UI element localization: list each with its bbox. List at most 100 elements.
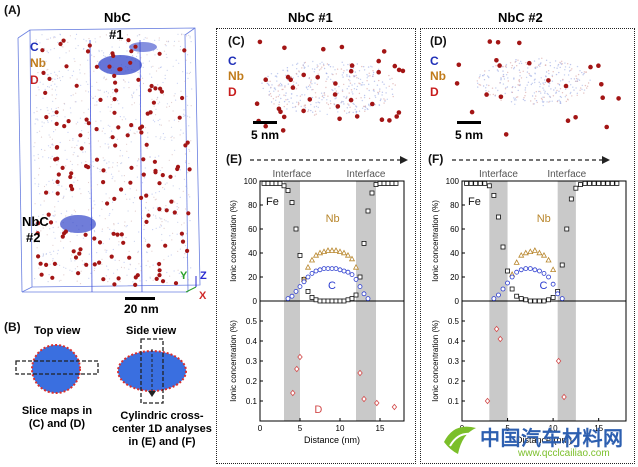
ion-dot xyxy=(281,85,283,87)
ion-dot xyxy=(324,94,326,96)
slice-map-c xyxy=(254,39,406,133)
y-tick-label: 40 xyxy=(450,249,459,258)
ion-dot xyxy=(517,89,519,92)
ion-dot xyxy=(373,80,376,82)
ion-dot xyxy=(500,99,502,101)
d-atom xyxy=(604,124,609,130)
ion-dot xyxy=(373,90,375,92)
ion-dot xyxy=(51,115,53,117)
ion-dot xyxy=(175,59,177,61)
ion-dot xyxy=(318,102,321,104)
ion-dot xyxy=(55,74,57,76)
d-series-label: D xyxy=(314,404,322,416)
ion-dot xyxy=(62,76,64,78)
ion-dot xyxy=(34,123,36,125)
y-axis-label-upper: Ionic concentration (%) xyxy=(229,200,238,282)
ion-dot xyxy=(272,98,275,100)
ion-dot xyxy=(551,74,553,76)
ion-dot xyxy=(347,103,349,105)
ion-dot xyxy=(76,155,79,157)
ion-dot xyxy=(88,209,90,211)
scale-bar-c xyxy=(253,121,277,124)
ion-dot xyxy=(76,280,78,282)
ion-dot xyxy=(310,82,312,84)
ion-dot xyxy=(53,114,56,116)
d-atom xyxy=(116,276,121,281)
d-atom xyxy=(101,168,106,173)
ion-dot xyxy=(139,72,141,75)
d-atom xyxy=(44,190,49,195)
d-atom xyxy=(76,271,81,276)
ion-dot xyxy=(131,95,133,97)
ion-dot xyxy=(516,65,518,67)
ion-dot xyxy=(170,126,173,128)
ion-dot xyxy=(270,73,273,75)
ion-dot xyxy=(148,209,150,211)
ion-dot xyxy=(69,241,71,243)
ion-dot xyxy=(65,165,67,167)
ion-dot xyxy=(62,230,64,232)
ion-dot xyxy=(327,95,329,97)
ion-dot xyxy=(483,74,485,76)
d-atom xyxy=(55,179,60,184)
d-atom xyxy=(110,51,115,56)
ion-dot xyxy=(156,263,158,265)
d-atom xyxy=(83,232,88,237)
ion-dot xyxy=(552,95,555,97)
fe-point xyxy=(564,226,570,232)
ion-dot xyxy=(370,65,372,67)
ion-dot xyxy=(567,74,570,76)
ion-dot xyxy=(144,206,147,208)
ion-dot xyxy=(46,38,48,40)
ion-dot xyxy=(297,62,299,64)
d-atom xyxy=(497,63,502,68)
ion-dot xyxy=(499,82,501,84)
ion-dot xyxy=(146,147,148,149)
c-point xyxy=(555,291,561,297)
ion-dot xyxy=(73,151,75,154)
ion-dot xyxy=(304,105,306,107)
ion-dot xyxy=(40,204,42,206)
ion-dot xyxy=(368,83,370,85)
y-tick-label: 80 xyxy=(248,201,257,210)
ion-dot xyxy=(123,116,125,118)
d-atom xyxy=(128,180,133,185)
c-point xyxy=(550,281,556,287)
ion-dot xyxy=(518,84,520,86)
ion-dot xyxy=(169,235,171,237)
d-atom xyxy=(92,236,97,241)
d-atom xyxy=(332,92,338,97)
ion-dot xyxy=(511,64,513,67)
ion-dot xyxy=(538,63,540,66)
ion-dot xyxy=(321,95,324,98)
ion-dot xyxy=(147,132,149,134)
ion-dot xyxy=(109,110,111,112)
ion-dot xyxy=(477,82,479,84)
ion-dot xyxy=(583,92,585,94)
ion-dot xyxy=(121,119,123,121)
ion-dot xyxy=(57,249,59,251)
ion-dot xyxy=(163,219,166,221)
ion-dot xyxy=(126,50,128,52)
ion-dot xyxy=(143,177,146,179)
ion-dot xyxy=(60,213,62,215)
ion-dot xyxy=(515,59,517,61)
ion-dot xyxy=(553,89,555,91)
ion-dot xyxy=(76,266,79,268)
ion-dot xyxy=(89,164,91,166)
ion-dot xyxy=(151,193,153,195)
ion-dot xyxy=(307,110,309,113)
ion-dot xyxy=(385,92,387,94)
ion-dot xyxy=(47,109,49,111)
ion-dot xyxy=(36,107,38,109)
ion-dot xyxy=(106,249,108,251)
ion-dot xyxy=(363,69,366,71)
ion-dot xyxy=(364,105,366,107)
ion-dot xyxy=(81,162,83,164)
ion-dot xyxy=(346,75,348,77)
ion-dot xyxy=(106,96,109,98)
d-atom xyxy=(121,240,126,245)
ion-dot xyxy=(93,165,95,168)
d-atom xyxy=(55,191,60,196)
ion-dot xyxy=(573,89,575,91)
